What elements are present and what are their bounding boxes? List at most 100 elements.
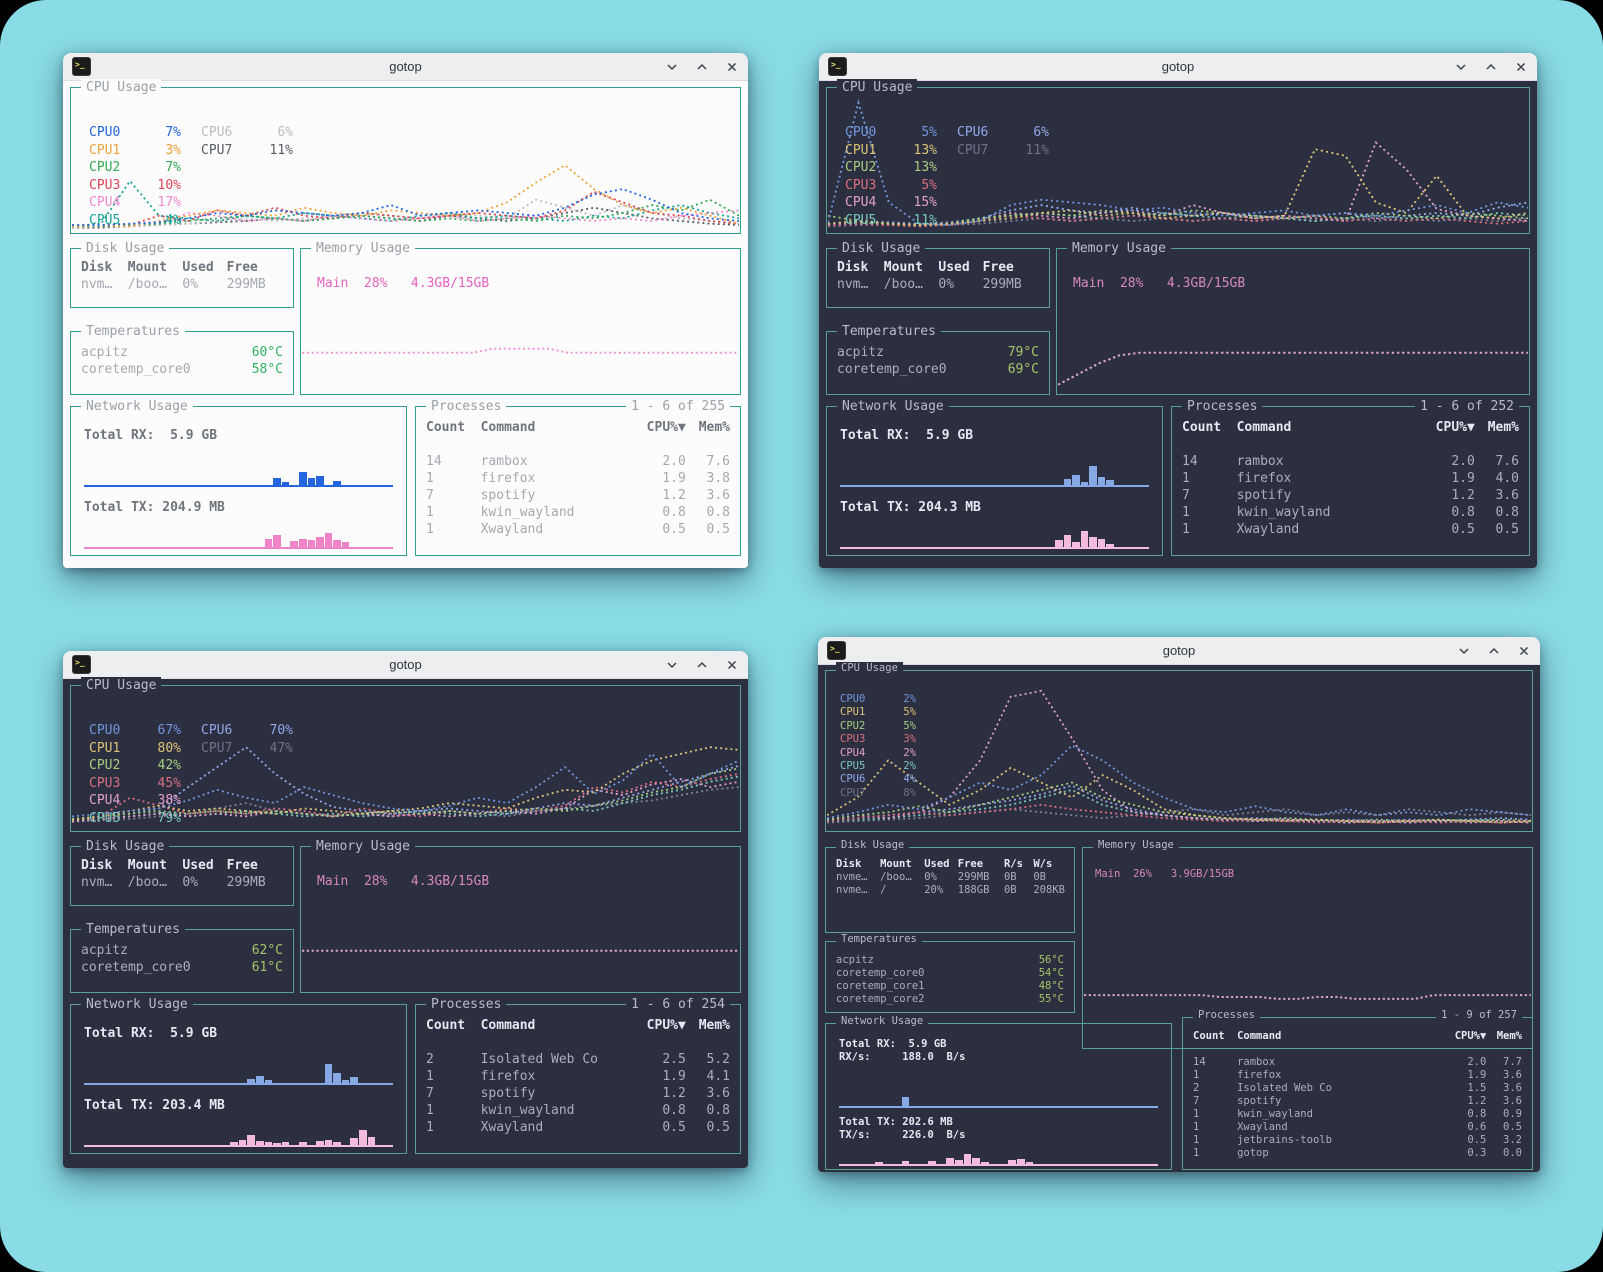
network-usage-pane: Network Usage Total RX: 5.9 GB Total TX: 2…	[826, 398, 1163, 556]
proc-row[interactable]: 1 jetbrains-toolb 0.5 3.2	[1183, 1134, 1532, 1147]
maximize-button[interactable]	[694, 59, 709, 74]
proc-cell: 1	[1182, 505, 1190, 520]
proc-cell: 0.8	[706, 1103, 730, 1118]
net-bar	[307, 478, 316, 485]
maximize-button[interactable]	[1483, 59, 1498, 74]
proc-row[interactable]: 1 kwin_wayland 0.8 0.8	[416, 1102, 740, 1119]
proc-cell: 1	[1182, 522, 1190, 537]
cpu-legend-item: CPU7 11%	[201, 142, 293, 160]
proc-col-header: Count	[1193, 1030, 1225, 1042]
cpu-legend-item: CPU1 5%	[840, 706, 916, 719]
net-bar	[256, 1140, 264, 1145]
proc-row[interactable]: 1 firefox 1.9 3.8	[416, 470, 740, 487]
temp-row: coretemp_core1 48°C	[826, 980, 1074, 993]
cpu-legend-item: CPU6 4%	[840, 773, 916, 786]
proc-row[interactable]: 1 kwin_wayland 0.8 0.9	[1183, 1108, 1532, 1121]
temp-value: 48°C	[1038, 980, 1064, 992]
proc-cell: 1.9	[1467, 1069, 1487, 1081]
cpu-usage-pane: CPU Usage CPU0 67% CPU1 80% CPU2 42% CPU3 45% CPU…	[70, 677, 741, 832]
proc-cell: Xwayland	[480, 1120, 544, 1135]
proc-cell: spotify	[480, 488, 536, 503]
net-bar	[350, 1138, 358, 1145]
proc-cell: 1.2	[662, 488, 686, 503]
minimize-button[interactable]	[1453, 59, 1468, 74]
proc-row[interactable]: 1 Xwayland 0.5 0.5	[1172, 521, 1529, 538]
proc-cell: 0.3	[1467, 1147, 1487, 1159]
proc-col-header: Mem%	[698, 420, 730, 435]
proc-col-header: CPU%▼	[646, 420, 686, 435]
proc-row[interactable]: 1 Xwayland 0.5 0.5	[416, 1119, 740, 1136]
processes-range: 1 - 6 of 255	[626, 398, 730, 415]
proc-col-header: Mem%	[698, 1018, 730, 1033]
net-bar	[324, 1139, 333, 1145]
proc-row[interactable]: 1 kwin_wayland 0.8 0.8	[416, 504, 740, 521]
proc-cell: Isolated Web Co	[480, 1052, 598, 1067]
proc-row[interactable]: 1 Xwayland 0.5 0.5	[416, 521, 740, 538]
net-rx-bars	[840, 451, 1149, 487]
titlebar[interactable]: >_ gotop	[63, 53, 748, 81]
net-tx-bars	[84, 1111, 393, 1147]
proc-row[interactable]: 7 spotify 1.2 3.6	[1172, 487, 1529, 504]
processes-pane: Processes 1 - 6 of 254 Count Command CPU%▼ Me…	[415, 996, 741, 1154]
net-bar	[1097, 538, 1106, 547]
proc-row[interactable]: 7 spotify 1.2 3.6	[1183, 1095, 1532, 1108]
disk-cell: 299MB	[226, 277, 266, 292]
net-bar	[298, 472, 307, 485]
net-rx-bars	[84, 1049, 393, 1085]
proc-row[interactable]: 2 Isolated Web Co 2.5 5.2	[416, 1051, 740, 1068]
proc-row[interactable]: 1 firefox 1.9 3.6	[1183, 1069, 1532, 1082]
proc-row[interactable]: 7 spotify 1.2 3.6	[416, 1085, 740, 1102]
close-button[interactable]	[724, 59, 739, 74]
disk-cell: nvme…	[836, 871, 868, 883]
minimize-button[interactable]	[664, 59, 679, 74]
disk-cell: 208KB	[1033, 884, 1065, 896]
net-bar	[1080, 530, 1089, 547]
cpu-label: CPU0	[840, 693, 866, 705]
memory-graph	[1058, 351, 1528, 386]
cpu-label: CPU2	[89, 160, 121, 175]
proc-row[interactable]: 1 gotop 0.3 0.0	[1183, 1147, 1532, 1160]
cpu-value: 38%	[157, 793, 181, 808]
proc-cell: 0.8	[1495, 505, 1519, 520]
titlebar[interactable]: >_ gotop	[819, 53, 1537, 81]
proc-row[interactable]: 1 firefox 1.9 4.0	[1172, 470, 1529, 487]
titlebar[interactable]: >_ gotop	[63, 651, 748, 679]
maximize-button[interactable]	[694, 657, 709, 672]
minimize-button[interactable]	[664, 657, 679, 672]
titlebar[interactable]: >_ gotop	[818, 637, 1540, 665]
net-bar	[367, 1136, 376, 1145]
cpu-value: 10%	[157, 177, 181, 193]
cpu-legend: CPU0 5% CPU1 13% CPU2 13% CPU3 5% CPU4 15% CPU5 11%	[845, 124, 937, 229]
proc-row[interactable]: 1 Xwayland 0.6 0.5	[1183, 1121, 1532, 1134]
proc-row[interactable]: 14 rambox 2.0 7.7	[1183, 1056, 1532, 1069]
proc-row[interactable]: 1 firefox 1.9 4.1	[416, 1068, 740, 1085]
proc-cell: 0.8	[706, 505, 730, 520]
proc-row[interactable]: 1 kwin_wayland 0.8 0.8	[1172, 504, 1529, 521]
chevron-up-icon	[696, 63, 707, 70]
memory-percent: 28%	[348, 276, 388, 291]
cpu-legend-item: CPU6 6%	[201, 124, 293, 142]
proc-row[interactable]: 2 Isolated Web Co 1.5 3.6	[1183, 1082, 1532, 1095]
minimize-button[interactable]	[1456, 643, 1471, 658]
close-button[interactable]	[1513, 59, 1528, 74]
maximize-button[interactable]	[1486, 643, 1501, 658]
cpu-value: 3%	[903, 733, 916, 746]
disk-cell: /boo…	[127, 277, 167, 292]
proc-row[interactable]: 14 rambox 2.0 7.6	[416, 453, 740, 470]
proc-row[interactable]: 14 rambox 2.0 7.6	[1172, 453, 1529, 470]
net-rx-label: Total RX: 5.9 GB	[840, 428, 974, 443]
close-button[interactable]	[1516, 643, 1531, 658]
disk-col-header: Mount	[883, 260, 923, 275]
memory-percent: 28%	[348, 874, 388, 889]
proc-row[interactable]: 7 spotify 1.2 3.6	[416, 487, 740, 504]
close-button[interactable]	[724, 657, 739, 672]
net-bar	[981, 1161, 990, 1164]
temp-name: acpitz	[836, 954, 874, 966]
pane-title: CPU Usage	[836, 662, 903, 675]
net-tx-block: Total TX: 202.6 MB TX/s: 226.0 B/s	[839, 1116, 1158, 1166]
net-bar	[1025, 1162, 1034, 1164]
proc-cell: 0.0	[1503, 1147, 1522, 1159]
cpu-legend-item: CPU3 10%	[89, 177, 181, 195]
cpu-value: 5%	[903, 719, 916, 732]
